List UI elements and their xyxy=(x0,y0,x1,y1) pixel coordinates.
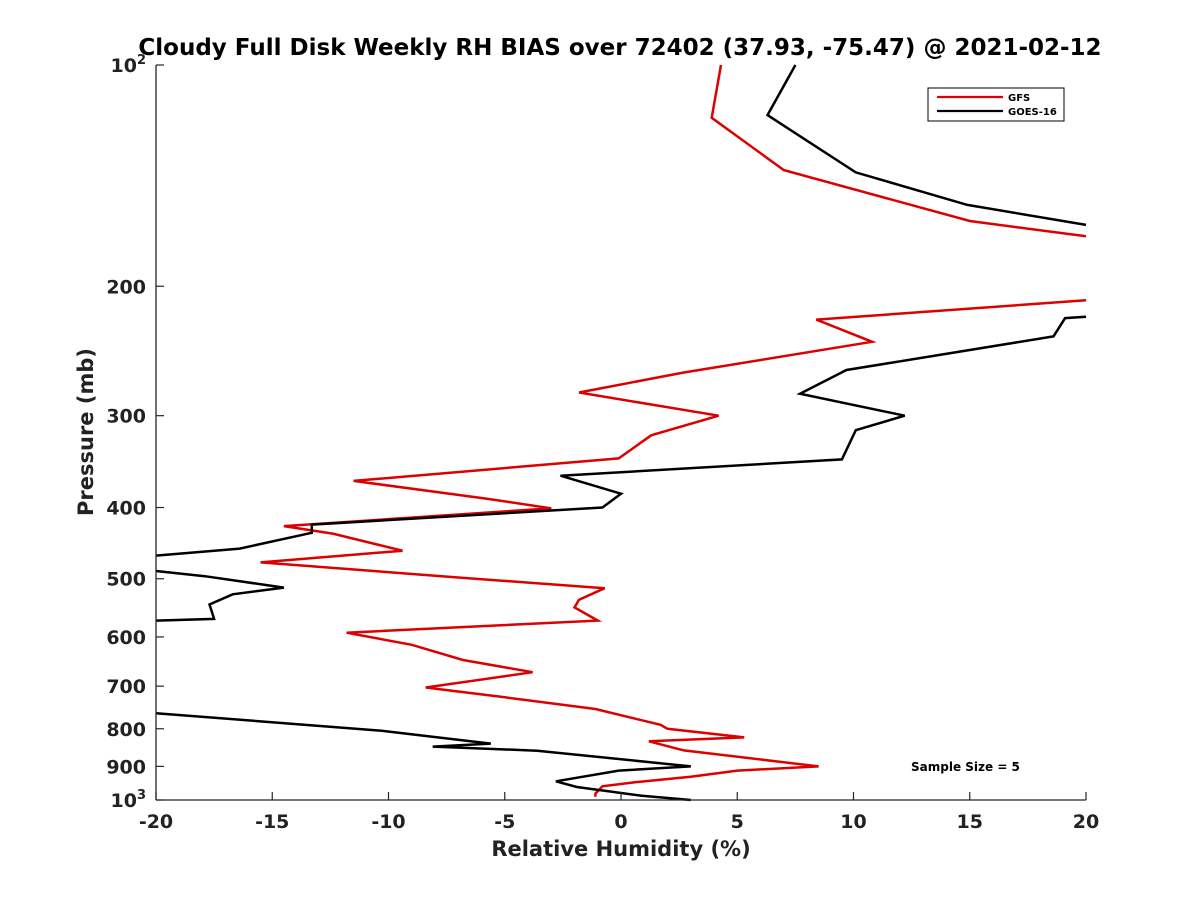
x-tick-label: 10 xyxy=(840,811,866,833)
y-tick-label: 900 xyxy=(106,756,146,778)
series-line-gfs-0 xyxy=(710,64,1087,238)
x-tick-label: 0 xyxy=(614,811,627,833)
y-tick-label: 300 xyxy=(106,406,146,428)
series-line-goes-16-0 xyxy=(765,64,1087,227)
series-line-goes-16-1 xyxy=(155,315,1087,557)
series-line-goes-16-2 xyxy=(155,569,285,622)
y-tick-label: 700 xyxy=(106,676,146,698)
legend: GFS GOES-16 xyxy=(927,87,1065,122)
series-line-goes-16-3 xyxy=(155,711,691,802)
x-axis-label: Relative Humidity (%) xyxy=(491,837,750,861)
x-tick-label: -5 xyxy=(494,811,515,833)
y-tick-label: 800 xyxy=(106,719,146,741)
plot-lines xyxy=(155,64,1087,802)
y-tick-label: 103 xyxy=(111,788,147,812)
x-ticks: -20 -15 -10 -5 0 5 10 15 20 xyxy=(139,792,1099,833)
y-tick-label: 102 xyxy=(111,53,147,77)
sample-size-annotation: Sample Size = 5 xyxy=(911,760,1020,774)
y-tick-label: 400 xyxy=(106,498,146,520)
legend-label-gfs: GFS xyxy=(1008,93,1030,104)
y-ticks: 102 200 300 400 500 600 700 800 900 103 xyxy=(106,53,164,812)
series-line-gfs-1 xyxy=(260,299,1087,797)
x-tick-label: -20 xyxy=(139,811,173,833)
x-tick-label: -10 xyxy=(371,811,405,833)
legend-label-goes16: GOES-16 xyxy=(1008,107,1057,118)
x-tick-label: 15 xyxy=(957,811,983,833)
y-tick-label: 200 xyxy=(106,276,146,298)
y-tick-label: 500 xyxy=(106,569,146,591)
x-tick-label: -15 xyxy=(255,811,289,833)
x-tick-label: 20 xyxy=(1073,811,1099,833)
legend-box xyxy=(927,87,1065,122)
chart-title: Cloudy Full Disk Weekly RH BIAS over 724… xyxy=(138,35,1101,61)
y-tick-label: 600 xyxy=(106,627,146,649)
x-tick-label: 5 xyxy=(731,811,744,833)
y-axis-label: Pressure (mb) xyxy=(74,348,98,516)
